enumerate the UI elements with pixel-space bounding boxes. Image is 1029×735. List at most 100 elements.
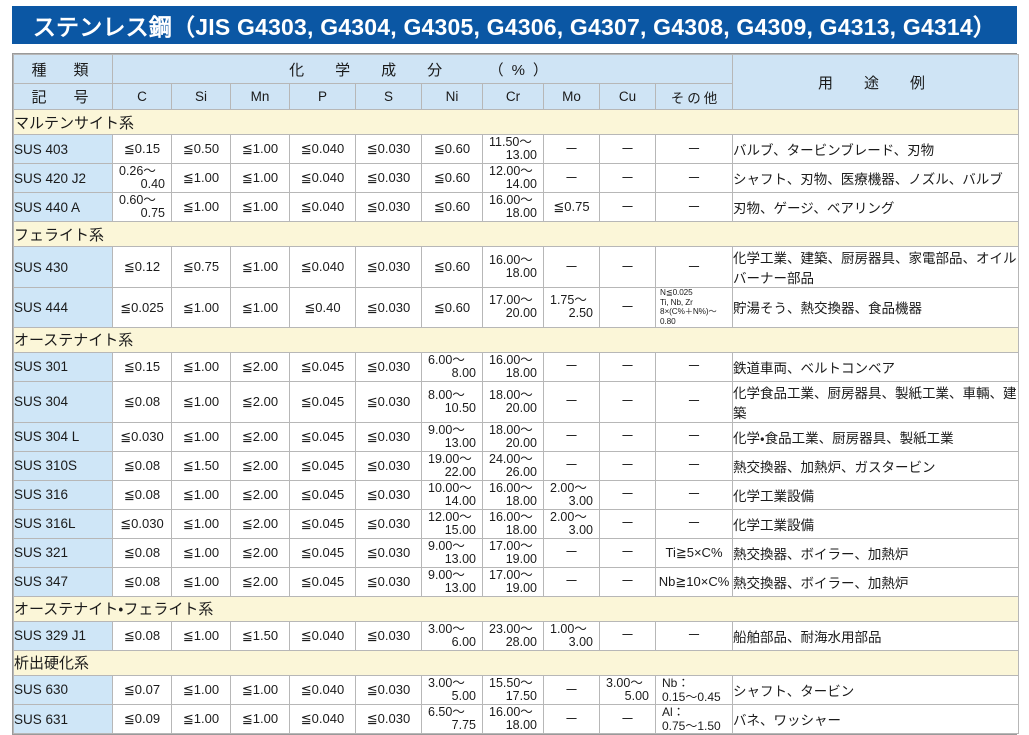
range-value: 0.26～ 0.40 <box>113 164 171 191</box>
table-row: SUS 329 J1 ≦0.08 ≦1.00 ≦1.50 ≦0.040 ≦0.030 3.0… <box>13 620 1020 651</box>
table-row: SUS 403 ≦0.15 ≦0.50 ≦1.00 ≦0.040 ≦0.030 ≦0.60 1… <box>13 134 1020 164</box>
range-value: 19.00～ 22.00 <box>422 452 482 479</box>
cell-p: ≦0.040 <box>289 620 356 651</box>
cell-usage: バネ、ワッシャー <box>732 703 1020 735</box>
cell-s: ≦0.030 <box>355 351 422 382</box>
cell-s: ≦0.030 <box>355 674 422 706</box>
range-value: 18.00～ 20.00 <box>483 423 543 450</box>
other-note-line-1: Nb： <box>662 675 690 690</box>
cell-ni: 12.00～ 15.00 <box>421 508 483 539</box>
range-value: 17.00～ 20.00 <box>483 294 543 320</box>
other-note-line-1: Al： <box>662 705 685 719</box>
cell-ni: 3.00～ 6.00 <box>421 620 483 651</box>
cell-s: ≦0.030 <box>355 246 422 288</box>
range-value: 8.00～ 10.50 <box>422 388 482 415</box>
range-lower: 0.75 <box>140 206 165 220</box>
section-band: オーステナイト・フェライト系 <box>12 595 1020 622</box>
cell-mn: ≦2.00 <box>230 380 290 423</box>
cell-mn: ≦2.00 <box>230 537 290 568</box>
cell-cu: 3.00～ 5.00 <box>599 674 656 706</box>
range-lower: 5.00 <box>624 688 649 703</box>
range-value: 1.00～ 3.00 <box>544 622 599 649</box>
cell-grade: SUS 440 A <box>13 192 113 222</box>
cell-other: － <box>654 421 734 452</box>
range-lower: 3.00 <box>568 493 593 508</box>
cell-mo: － <box>543 674 600 706</box>
cell-cu: － <box>599 450 656 481</box>
cell-other: － <box>654 508 734 539</box>
table-row: SUS 316 ≦0.08 ≦1.00 ≦2.00 ≦0.045 ≦0.030 10.00～… <box>13 479 1020 510</box>
other-note-line-3: 8×(C%＋N%)～0.80 <box>660 307 717 327</box>
table-row: SUS 420 J2 0.26～ 0.40 ≦1.00 ≦1.00 ≦0.040 ≦0.03… <box>13 163 1020 193</box>
cell-c: ≦0.08 <box>112 537 172 568</box>
cell-p: ≦0.045 <box>289 421 356 452</box>
cell-usage: シャフト、刃物、医療機器、ノズル、バルブ <box>732 163 1020 193</box>
range-value: 10.00～ 14.00 <box>422 481 482 508</box>
cell-ni: 8.00～ 10.50 <box>421 380 483 423</box>
range-value: 16.00～ 18.00 <box>483 705 543 732</box>
cell-s: ≦0.030 <box>355 421 422 452</box>
cell-usage: 化学食品工業、厨房器具、製紙工業、車輛、建築 <box>732 380 1020 423</box>
other-note-line-2: 0.15～0.45 <box>662 689 721 704</box>
range-value: 3.00～ 5.00 <box>600 676 655 703</box>
cell-mn: ≦1.00 <box>230 192 290 222</box>
range-lower: 13.00 <box>505 148 537 162</box>
table-row: SUS 347 ≦0.08 ≦1.00 ≦2.00 ≦0.045 ≦0.030 9.00～ 1… <box>13 566 1020 597</box>
range-value: 16.00～ 18.00 <box>483 353 543 380</box>
cell-cu: － <box>599 421 656 452</box>
cell-mo: － <box>543 163 600 193</box>
cell-other: － <box>654 134 734 164</box>
cell-ni: 9.00～ 13.00 <box>421 421 483 452</box>
table-row: SUS 304 ≦0.08 ≦1.00 ≦2.00 ≦0.045 ≦0.030 8.00～ 1… <box>13 380 1020 423</box>
cell-s: ≦0.030 <box>355 703 422 735</box>
cell-c: ≦0.15 <box>112 134 172 164</box>
section-band: オーステナイト系 <box>12 326 1020 353</box>
range-lower: 20.00 <box>505 435 537 450</box>
range-value: 23.00～ 28.00 <box>483 622 543 649</box>
header-element-ni: Ni <box>421 83 483 110</box>
cell-mo: － <box>543 566 600 597</box>
cell-p: ≦0.045 <box>289 479 356 510</box>
cell-ni: 6.00～ 8.00 <box>421 351 483 382</box>
range-lower: 19.00 <box>505 580 537 595</box>
cell-cr: 17.00～ 19.00 <box>482 566 544 597</box>
cell-mo: － <box>543 246 600 288</box>
range-value: 17.00～ 19.00 <box>483 568 543 595</box>
range-lower: 18.00 <box>505 522 537 537</box>
spec-table-container: 種 類 化 学 成 分 （%） 用 途 例 記 号 C Si Mn P S Ni… <box>12 53 1020 735</box>
range-value: 0.60～ 0.75 <box>113 193 171 220</box>
range-value: 1.75～ 2.50 <box>544 294 599 320</box>
cell-mo: ≦0.75 <box>543 192 600 222</box>
table-row: SUS 440 A 0.60～ 0.75 ≦1.00 ≦1.00 ≦0.040 ≦0.030… <box>13 192 1020 222</box>
table-row: SUS 444 ≦0.025 ≦1.00 ≦1.00 ≦0.40 ≦0.030 ≦0.60 1… <box>13 287 1020 328</box>
cell-other: N≦0.025 Ti, Nb, Zr 8×(C%＋N%)～0.80 <box>654 287 734 328</box>
cell-s: ≦0.030 <box>355 163 422 193</box>
cell-mo: 2.00～ 3.00 <box>543 508 600 539</box>
cell-usage: 熱交換器、加熱炉、ガスタービン <box>732 450 1020 481</box>
range-lower: 8.00 <box>451 365 476 380</box>
cell-mo: － <box>543 351 600 382</box>
cell-mn: ≦1.00 <box>230 134 290 164</box>
section-band: フェライト系 <box>12 221 1020 247</box>
cell-mn: ≦1.00 <box>230 246 290 288</box>
cell-si: ≦1.00 <box>171 380 231 423</box>
stainless-steel-spec-table: 種 類 化 学 成 分 （%） 用 途 例 記 号 C Si Mn P S Ni… <box>12 54 1020 735</box>
cell-s: ≦0.030 <box>355 508 422 539</box>
cell-usage: シャフト、タービン <box>732 674 1020 706</box>
section-band: 析出硬化系 <box>12 649 1020 676</box>
range-lower: 6.00 <box>451 634 476 649</box>
cell-other: Nb： 0.15～0.45 <box>654 674 734 706</box>
other-note-line-2: Ti, Nb, Zr <box>660 297 693 307</box>
cell-mn: ≦2.00 <box>230 351 290 382</box>
cell-usage: 化学工業、建築、厨房器具、家電部品、オイルバーナー部品 <box>732 246 1020 288</box>
cell-p: ≦0.040 <box>289 163 356 193</box>
cell-ni: 19.00～ 22.00 <box>421 450 483 481</box>
range-lower: 14.00 <box>444 493 476 508</box>
cell-cr: 24.00～ 26.00 <box>482 450 544 481</box>
table-row: SUS 631 ≦0.09 ≦1.00 ≦1.00 ≦0.040 ≦0.030 6.50～ 7… <box>13 703 1020 735</box>
cell-cr: 16.00～ 18.00 <box>482 351 544 382</box>
cell-usage: 船舶部品、耐海水用部品 <box>732 620 1020 651</box>
cell-usage: 鉄道車両、ベルトコンベア <box>732 351 1020 382</box>
cell-grade: SUS 630 <box>13 674 113 706</box>
table-row: SUS 304 L ≦0.030 ≦1.00 ≦2.00 ≦0.045 ≦0.030 9.0… <box>13 421 1020 452</box>
